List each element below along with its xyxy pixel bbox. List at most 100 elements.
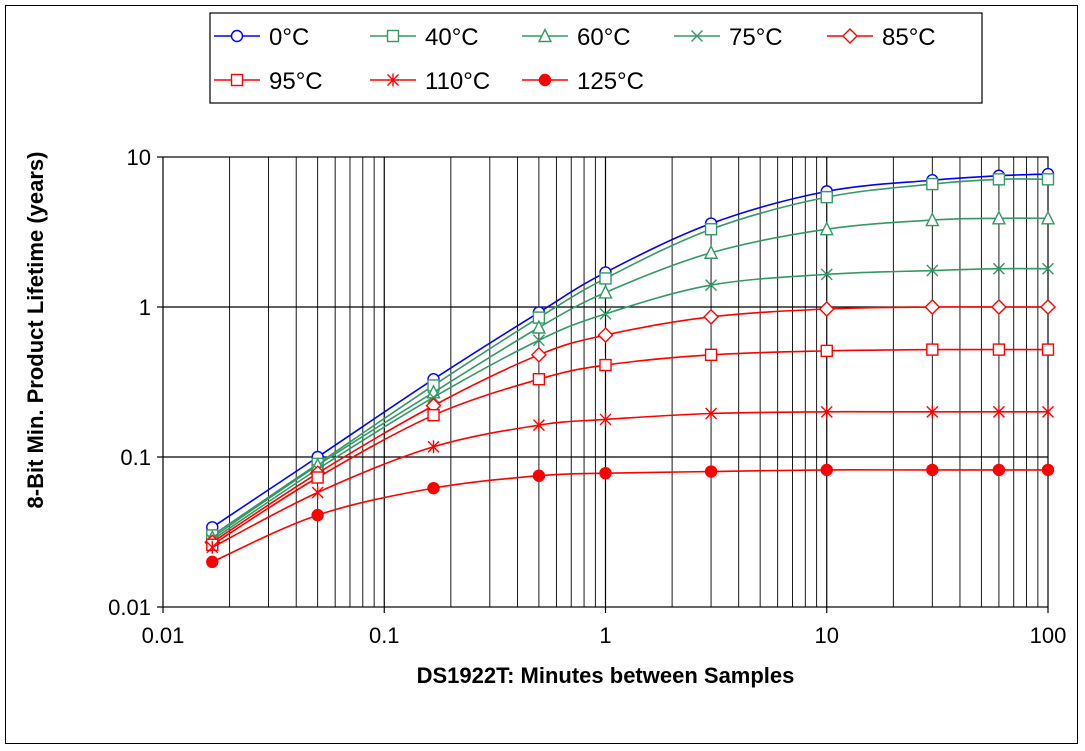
legend-marker (230, 73, 244, 87)
data-point (705, 279, 718, 292)
data-point (598, 284, 613, 299)
data-point (206, 540, 219, 554)
legend-label: 85°C (882, 24, 936, 51)
data-point (427, 391, 440, 404)
data-point (705, 406, 718, 420)
legend-marker (387, 73, 399, 87)
data-point (1041, 173, 1055, 186)
series-125c (206, 463, 1055, 569)
data-point (703, 244, 719, 259)
data-point (820, 344, 833, 358)
x-axis-title: DS1922T: Minutes between Samples (417, 663, 795, 688)
data-point (532, 334, 545, 347)
data-point (820, 190, 833, 204)
legend-marker (230, 29, 244, 43)
legend-label: 95°C (269, 68, 323, 95)
y-tick-label: 10 (127, 145, 151, 170)
data-point (599, 466, 612, 480)
data-point (925, 211, 940, 227)
data-point (992, 343, 1006, 356)
data-point (818, 300, 835, 317)
x-axis-ticks: 0.01 0.1 1 10 100 (142, 607, 1067, 648)
data-point (924, 299, 941, 315)
data-point (1040, 210, 1056, 225)
data-point (532, 469, 546, 482)
data-point (427, 440, 440, 454)
data-point (703, 308, 720, 325)
data-point (820, 268, 833, 281)
series-95c (206, 343, 1055, 551)
data-point (926, 405, 939, 419)
data-point (532, 373, 546, 386)
data-point (926, 264, 939, 277)
y-tick-label: 0.01 (108, 595, 151, 620)
legend-entry: 75°C (674, 24, 783, 51)
series-line (211, 306, 1048, 543)
legend-label: 40°C (425, 24, 479, 51)
data-point (1040, 299, 1056, 315)
series-line (211, 217, 1049, 539)
data-point (992, 405, 1005, 419)
x-tick-label: 0.01 (142, 623, 185, 648)
data-point (926, 177, 939, 191)
data-point (427, 481, 440, 495)
grid (163, 157, 1048, 607)
data-point (1041, 343, 1055, 356)
legend-marker (842, 28, 858, 44)
legend-marker (386, 29, 400, 43)
data-point (427, 408, 440, 422)
series-60c (205, 210, 1056, 544)
series-85c (204, 299, 1056, 551)
legend-marker (537, 27, 553, 43)
data-point (599, 412, 612, 426)
legend-box (209, 12, 983, 104)
data-point (926, 343, 939, 356)
legend-entry: 125°C (522, 68, 644, 95)
series-line (211, 178, 1049, 537)
data-point (532, 418, 545, 432)
legend-marker (691, 30, 703, 42)
data-point (992, 262, 1005, 275)
data-point (311, 471, 324, 484)
legend-entry: 110°C (370, 68, 490, 95)
series-line (211, 348, 1048, 546)
data-point (991, 210, 1007, 225)
legend-label: 60°C (577, 24, 631, 51)
legend-entry: 85°C (827, 24, 936, 51)
legend-entry: 60°C (522, 24, 631, 51)
y-tick-label: 0.1 (120, 445, 151, 470)
legend-label: 110°C (425, 68, 490, 95)
data-point (599, 307, 612, 320)
data-point (531, 319, 547, 334)
data-point (206, 555, 219, 569)
y-axis-ticks: 0.01 0.1 1 10 (108, 145, 163, 620)
data-point (990, 299, 1007, 315)
data-point (1041, 463, 1055, 477)
series-group (204, 167, 1056, 569)
data-point (311, 508, 324, 522)
legend: 0°C 40°C 60°C 75°C 85°C 95°C 110°C 125°C (209, 12, 983, 104)
data-point (992, 463, 1006, 477)
y-axis-title: 8-Bit Min. Product Lifetime (years) (23, 152, 48, 509)
legend-label: 125°C (577, 68, 644, 95)
legend-entry: 95°C (214, 68, 323, 95)
x-tick-label: 0.1 (369, 623, 400, 648)
data-point (704, 348, 718, 362)
legend-marker (538, 73, 552, 87)
data-point (704, 465, 718, 478)
x-tick-label: 10 (815, 623, 839, 648)
series-line (211, 410, 1048, 549)
data-point (530, 346, 547, 363)
x-tick-label: 100 (1030, 623, 1067, 648)
data-point (926, 463, 939, 477)
data-point (599, 358, 612, 372)
y-tick-label: 1 (139, 295, 151, 320)
data-point (820, 463, 833, 477)
x-tick-label: 1 (599, 623, 611, 648)
data-point (311, 485, 324, 499)
data-point (992, 173, 1006, 186)
data-point (597, 327, 614, 344)
series-line (211, 267, 1049, 541)
series-line (211, 173, 1049, 528)
